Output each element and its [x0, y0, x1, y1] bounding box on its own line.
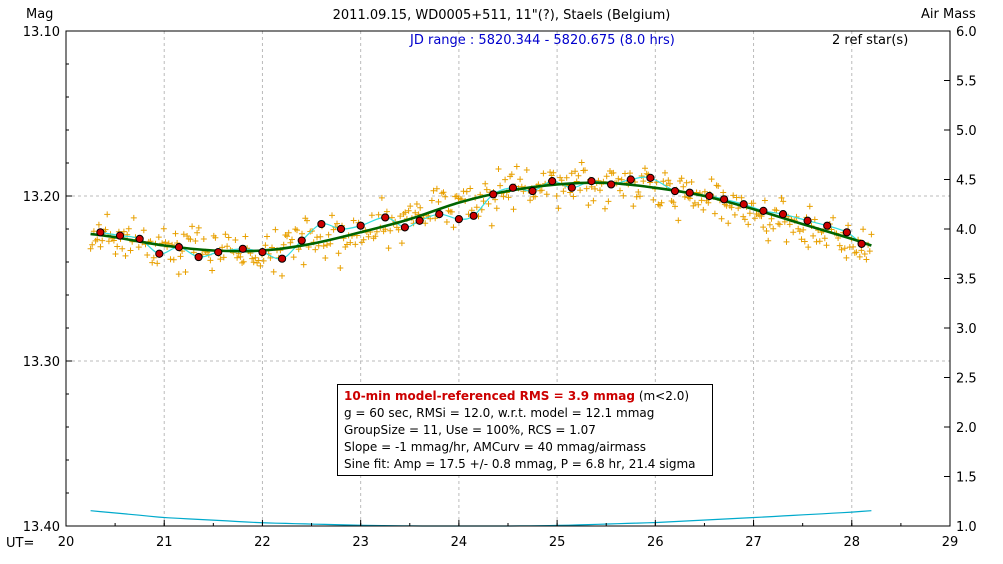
right-axis-label: Air Mass [921, 7, 976, 22]
binned-point [626, 175, 635, 184]
grid [66, 31, 950, 526]
x-tick-label: 22 [254, 535, 271, 550]
binned-point [607, 180, 616, 189]
x-axis-prefix: UT= [6, 536, 35, 551]
y-tick-label: 13.10 [23, 25, 60, 40]
stats-line-3: GroupSize = 11, Use = 100%, RCS = 1.07 [344, 423, 596, 437]
binned-point [739, 200, 748, 209]
binned-point [528, 186, 537, 196]
x-tick-label: 24 [451, 535, 468, 550]
raw-data-points [87, 159, 875, 279]
stats-headline-line: 10-min model-referenced RMS = 3.9 mmag (… [344, 388, 706, 405]
x-tick-label: 26 [647, 535, 664, 550]
binned-point [415, 216, 424, 225]
y2-tick-label: 3.5 [956, 273, 977, 288]
y2-tick-label: 6.0 [956, 25, 977, 40]
x-tick-label: 21 [156, 535, 173, 550]
y-tick-label: 13.30 [23, 355, 60, 370]
stats-line-5: Sine fit: Amp = 17.5 +/- 0.8 mmag, P = 6… [344, 457, 696, 471]
binned-point [297, 236, 306, 245]
stats-headline: 10-min model-referenced RMS = 3.9 mmag [344, 389, 635, 403]
binned-point [214, 248, 223, 257]
y2-tick-label: 3.0 [956, 322, 977, 337]
x-tick-label: 29 [942, 535, 959, 550]
ticks: 20 21 22 23 24 25 26 27 28 29 13.10 13.20 13.30 13.40… [23, 25, 977, 550]
binned-point [778, 210, 788, 219]
binned-point [587, 177, 596, 186]
binned-point [277, 254, 287, 263]
stats-line-4: Slope = -1 mmag/hr, AMCurv = 40 mmag/air… [344, 440, 647, 454]
binned-point [705, 191, 714, 201]
binned-point [823, 221, 832, 230]
binned-point [96, 228, 105, 237]
binned-point [400, 223, 409, 232]
x-tick-label: 20 [58, 535, 75, 550]
binned-point [508, 183, 518, 192]
binned-point [803, 216, 812, 225]
stats-line-2: g = 60 sec, RMSi = 12.0, w.r.t. model = … [344, 406, 655, 420]
y2-tick-label: 2.5 [956, 372, 977, 387]
binned-point [857, 239, 866, 248]
airmass-curve-group [90, 510, 872, 527]
binned-point [670, 186, 680, 196]
smooth-curve-group [100, 176, 862, 260]
y2-tick-label: 4.0 [956, 223, 977, 238]
model-curve-group [90, 181, 872, 253]
x-tick-label: 27 [745, 535, 762, 550]
x-tick-label: 28 [844, 535, 861, 550]
binned-point [115, 231, 125, 240]
binned-point [258, 248, 267, 257]
model-curve [90, 181, 872, 253]
chart-title: 2011.09.15, WD0005+511, 11"(?), Staels (… [332, 8, 671, 23]
ref-stars-label: 2 ref star(s) [832, 33, 909, 48]
binned-point [155, 249, 164, 258]
smooth-curve [100, 176, 862, 260]
binned-point [194, 252, 203, 262]
binned-point [238, 244, 247, 253]
binned-point [548, 177, 557, 186]
airmass-curve [90, 510, 872, 527]
binned-point [174, 243, 184, 252]
left-axis-label: Mag [26, 7, 54, 22]
jd-range-label: JD range : 5820.344 - 5820.675 (8.0 hrs) [410, 33, 675, 48]
binned-point [317, 219, 326, 229]
binned-point [381, 213, 390, 222]
binned-point [759, 206, 768, 215]
binned-point [435, 210, 444, 219]
y2-tick-label: 4.5 [956, 174, 977, 189]
y-tick-label: 13.40 [23, 520, 60, 535]
binned-point [135, 234, 144, 243]
binned-point [336, 224, 346, 234]
y2-tick-label: 1.5 [956, 471, 977, 486]
binned-point [646, 173, 655, 182]
binned-point [719, 195, 729, 204]
binned-point [685, 188, 694, 197]
binned-point [469, 211, 478, 220]
binned-points-group [96, 173, 866, 263]
binned-point [567, 183, 576, 192]
x-tick-label: 23 [352, 535, 369, 550]
binned-point [842, 228, 851, 237]
binned-point [356, 221, 365, 230]
y2-tick-label: 5.5 [956, 75, 977, 90]
y2-tick-label: 2.0 [956, 421, 977, 436]
x-tick-label: 25 [549, 535, 566, 550]
y2-tick-label: 1.0 [956, 520, 977, 535]
stats-headline-suffix: (m<2.0) [635, 389, 690, 403]
binned-point [489, 190, 498, 199]
y-tick-label: 13.20 [23, 190, 60, 205]
stats-box: 10-min model-referenced RMS = 3.9 mmag (… [337, 384, 713, 476]
y2-tick-label: 5.0 [956, 124, 977, 139]
binned-point [454, 215, 463, 224]
raw-points-group [87, 159, 875, 279]
